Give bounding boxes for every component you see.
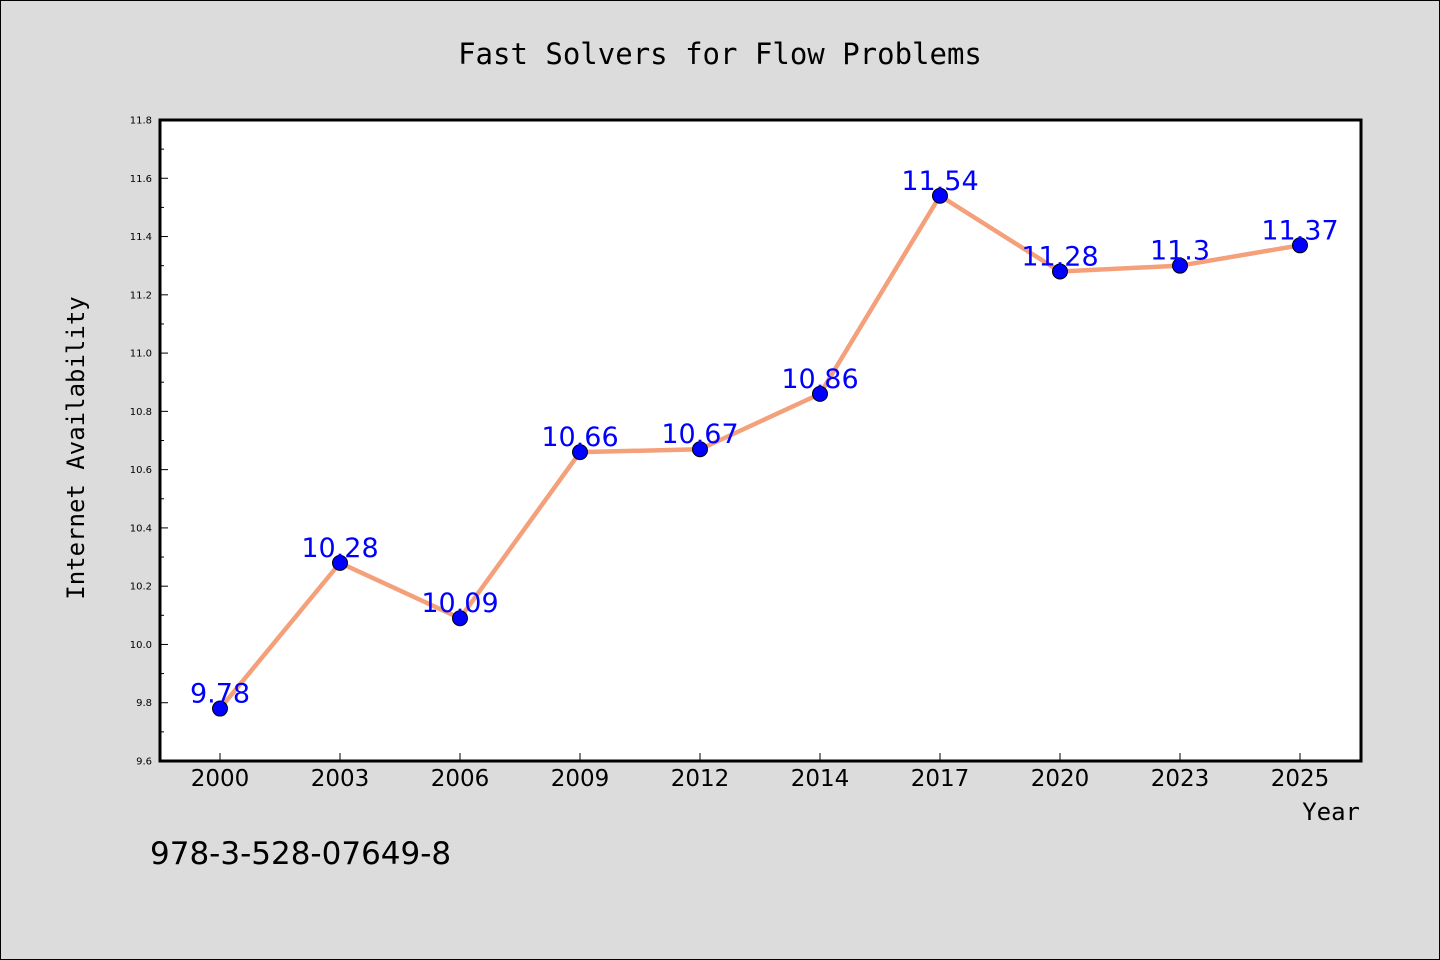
y-axis: 9.6 9.8 10.0 10.2 10.4 10.6 10.8 11.0 11.2 11.4 11…: [130, 116, 168, 768]
data-point: [692, 441, 708, 458]
data-label: 10.09: [421, 588, 498, 619]
y-tick-label: 11.0: [130, 349, 152, 360]
y-tick-label: 11.2: [130, 290, 152, 301]
data-label: 10.28: [301, 533, 378, 564]
data-point: [212, 700, 228, 717]
x-tick-label: 2014: [791, 766, 850, 792]
data-point: [932, 187, 948, 204]
y-tick-label: 10.4: [130, 523, 152, 534]
data-label: 11.28: [1021, 242, 1098, 273]
data-label: 10.66: [541, 422, 618, 453]
data-label: 11.37: [1261, 215, 1338, 246]
x-tick-label: 2006: [431, 766, 490, 792]
x-tick-label: 2012: [671, 766, 730, 792]
data-label: 9.78: [190, 679, 250, 710]
data-point: [452, 610, 468, 627]
data-label: 10.67: [661, 419, 738, 450]
y-tick-label: 10.2: [130, 582, 152, 593]
data-label: 11.54: [901, 166, 978, 197]
x-tick-label: 2020: [1031, 766, 1090, 792]
y-tick-label: 9.6: [136, 757, 152, 768]
x-axis-label: Year: [1302, 798, 1360, 826]
y-axis-label: Internet Availability: [62, 296, 90, 599]
y-tick-label: 10.6: [130, 465, 152, 476]
x-axis: 2000 2003 2006 2009 2012 2014 2017 2020 2023 2025: [191, 753, 1330, 792]
y-tick-label: 11.8: [130, 116, 152, 127]
data-label: 11.3: [1150, 236, 1210, 267]
data-point: [1292, 237, 1308, 254]
chart-title: Fast Solvers for Flow Problems: [458, 37, 982, 71]
x-tick-label: 2003: [311, 766, 370, 792]
plot-area: [158, 118, 1363, 763]
x-tick-label: 2023: [1151, 766, 1210, 792]
data-point: [332, 554, 348, 571]
y-tick-label: 10.8: [130, 407, 152, 418]
data-point: [1052, 263, 1068, 280]
y-tick-label: 10.0: [130, 640, 152, 651]
data-point: [572, 444, 588, 461]
y-tick-label: 11.4: [130, 232, 152, 243]
data-point: [812, 385, 828, 402]
series-line: [217, 193, 1303, 711]
isbn-text: 978-3-528-07649-8: [150, 836, 451, 872]
x-tick-label: 2025: [1271, 766, 1330, 792]
x-tick-label: 2009: [551, 766, 610, 792]
x-tick-label: 2017: [911, 766, 970, 792]
data-label: 10.86: [781, 364, 858, 395]
x-tick-label: 2000: [191, 766, 250, 792]
series-layer: 9.78 10.28 10.09 10.66 10.67 10.86 11.54 11.28 1…: [190, 166, 1339, 717]
y-tick-label: 11.6: [130, 174, 152, 185]
data-point: [1172, 257, 1188, 274]
y-tick-label: 9.8: [136, 698, 152, 709]
